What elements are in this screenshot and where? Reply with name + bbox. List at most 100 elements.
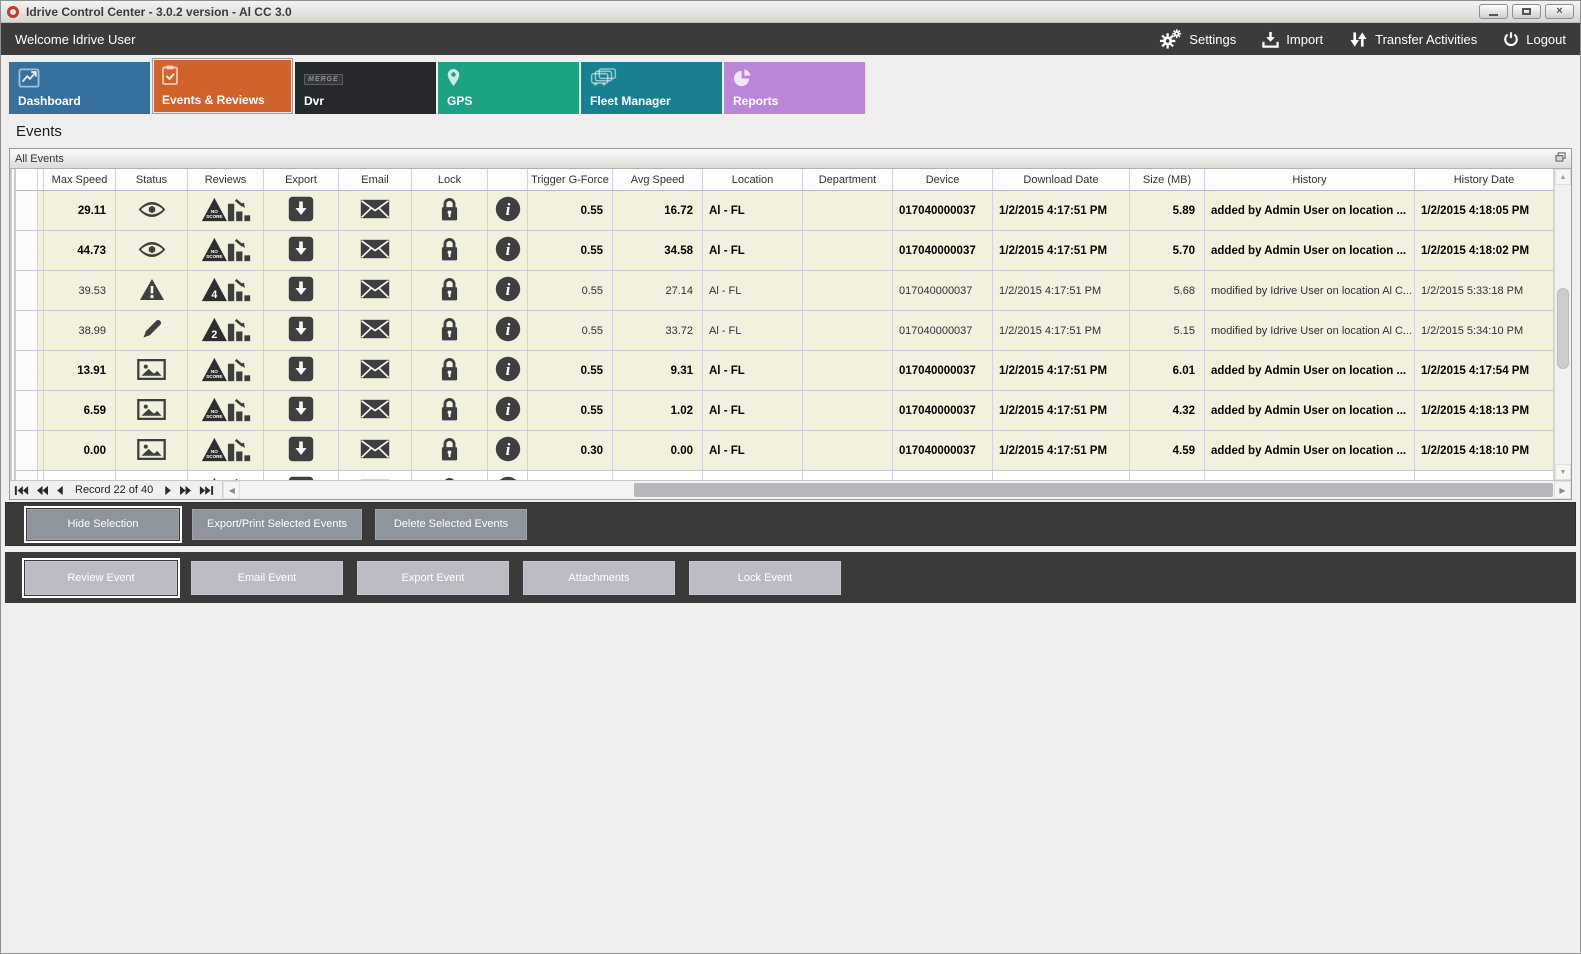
export-action[interactable] — [264, 391, 339, 430]
column-header-history[interactable]: History — [1205, 169, 1415, 190]
table-row[interactable]: 5NOSCOREi0.55Al CC 3.001704000003812/19/… — [16, 471, 1554, 480]
scroll-down-icon[interactable]: ▼ — [1555, 464, 1571, 480]
pager-next-group-button[interactable] — [179, 485, 192, 496]
tab-fleet-manager[interactable]: Fleet Manager — [581, 62, 722, 114]
column-header-lock[interactable]: Lock — [412, 169, 488, 190]
email-event-button[interactable]: Email Event — [191, 560, 343, 595]
delete-selected-events-button[interactable]: Delete Selected Events — [375, 508, 528, 540]
info-action[interactable]: i — [488, 231, 528, 270]
maximize-button[interactable] — [1512, 4, 1541, 19]
lock-action[interactable] — [412, 391, 488, 430]
export-action[interactable] — [264, 191, 339, 230]
export-action[interactable] — [264, 311, 339, 350]
export-action[interactable] — [264, 431, 339, 470]
panel-restore-icon[interactable] — [1555, 152, 1566, 165]
column-header-avg-speed[interactable]: Avg Speed — [613, 169, 703, 190]
row-indicator[interactable] — [16, 471, 38, 480]
column-header-download-date[interactable]: Download Date — [993, 169, 1130, 190]
info-action[interactable]: i — [488, 351, 528, 390]
row-indicator[interactable] — [16, 351, 38, 390]
cell-status[interactable] — [116, 311, 188, 350]
export-action[interactable] — [264, 231, 339, 270]
hide-selection-button[interactable]: Hide Selection — [24, 505, 182, 543]
cell-status[interactable] — [116, 471, 188, 480]
column-header-info[interactable] — [488, 169, 528, 190]
tab-dashboard[interactable]: Dashboard — [9, 62, 150, 114]
export-event-button[interactable]: Export Event — [357, 560, 509, 595]
attachments-button[interactable]: Attachments — [523, 560, 675, 595]
row-indicator[interactable] — [16, 191, 38, 230]
cell-status[interactable] — [116, 431, 188, 470]
horizontal-scrollbar[interactable]: ◀ ▶ — [222, 481, 1571, 499]
lock-action[interactable] — [412, 231, 488, 270]
horizontal-scroll-thumb[interactable] — [634, 483, 1553, 497]
scroll-right-icon[interactable]: ▶ — [1554, 481, 1571, 499]
column-header-device[interactable]: Device — [893, 169, 993, 190]
tab-reports[interactable]: Reports — [724, 62, 865, 114]
column-header-g-force[interactable]: Trigger G-Force — [528, 169, 613, 190]
row-indicator[interactable] — [16, 271, 38, 310]
pager-prev-button[interactable] — [56, 485, 64, 496]
cell-review-score[interactable]: 2 — [188, 311, 264, 350]
import-button[interactable]: Import — [1262, 31, 1323, 48]
column-header-max-speed[interactable]: Max Speed — [44, 169, 116, 190]
minimize-button[interactable] — [1479, 4, 1508, 19]
cell-status[interactable] — [116, 391, 188, 430]
review-event-button[interactable]: Review Event — [22, 557, 180, 598]
tab-dvr[interactable]: MERGE Dvr — [295, 62, 436, 114]
pager-prev-group-button[interactable] — [36, 485, 49, 496]
cell-status[interactable] — [116, 231, 188, 270]
logout-button[interactable]: Logout — [1503, 31, 1566, 47]
info-action[interactable]: i — [488, 191, 528, 230]
lock-action[interactable] — [412, 271, 488, 310]
column-header-location[interactable]: Location — [703, 169, 803, 190]
column-header-status[interactable]: Status — [116, 169, 188, 190]
close-button[interactable]: × — [1545, 4, 1574, 19]
row-indicator[interactable] — [16, 311, 38, 350]
cell-status[interactable] — [116, 191, 188, 230]
tab-gps[interactable]: GPS — [438, 62, 579, 114]
pager-first-button[interactable] — [14, 485, 29, 496]
lock-action[interactable] — [412, 191, 488, 230]
vertical-scrollbar[interactable]: ▲ ▼ — [1554, 169, 1571, 480]
tab-events-reviews[interactable]: Events & Reviews — [152, 58, 293, 114]
vertical-scroll-thumb[interactable] — [1557, 288, 1569, 370]
cell-status[interactable] — [116, 351, 188, 390]
export-print-selected-events-button[interactable]: Export/Print Selected Events — [192, 508, 363, 540]
email-action[interactable] — [339, 431, 412, 470]
row-indicator[interactable] — [16, 231, 38, 270]
lock-action[interactable] — [412, 431, 488, 470]
horizontal-scroll-track[interactable] — [240, 481, 1554, 499]
info-action[interactable]: i — [488, 271, 528, 310]
export-action[interactable] — [264, 471, 339, 480]
row-indicator[interactable] — [16, 431, 38, 470]
cell-review-score[interactable]: 4 — [188, 271, 264, 310]
email-action[interactable] — [339, 351, 412, 390]
column-header-history-date[interactable]: History Date — [1415, 169, 1554, 190]
row-indicator[interactable] — [16, 391, 38, 430]
export-action[interactable] — [264, 271, 339, 310]
info-action[interactable]: i — [488, 391, 528, 430]
lock-action[interactable] — [412, 471, 488, 480]
lock-event-button[interactable]: Lock Event — [689, 560, 841, 595]
info-action[interactable]: i — [488, 471, 528, 480]
column-header-email[interactable]: Email — [339, 169, 412, 190]
email-action[interactable] — [339, 471, 412, 480]
info-action[interactable]: i — [488, 431, 528, 470]
lock-action[interactable] — [412, 351, 488, 390]
vertical-scroll-track[interactable] — [1555, 185, 1571, 464]
scroll-left-icon[interactable]: ◀ — [223, 481, 241, 499]
email-action[interactable] — [339, 311, 412, 350]
settings-button[interactable]: Settings — [1159, 28, 1236, 50]
